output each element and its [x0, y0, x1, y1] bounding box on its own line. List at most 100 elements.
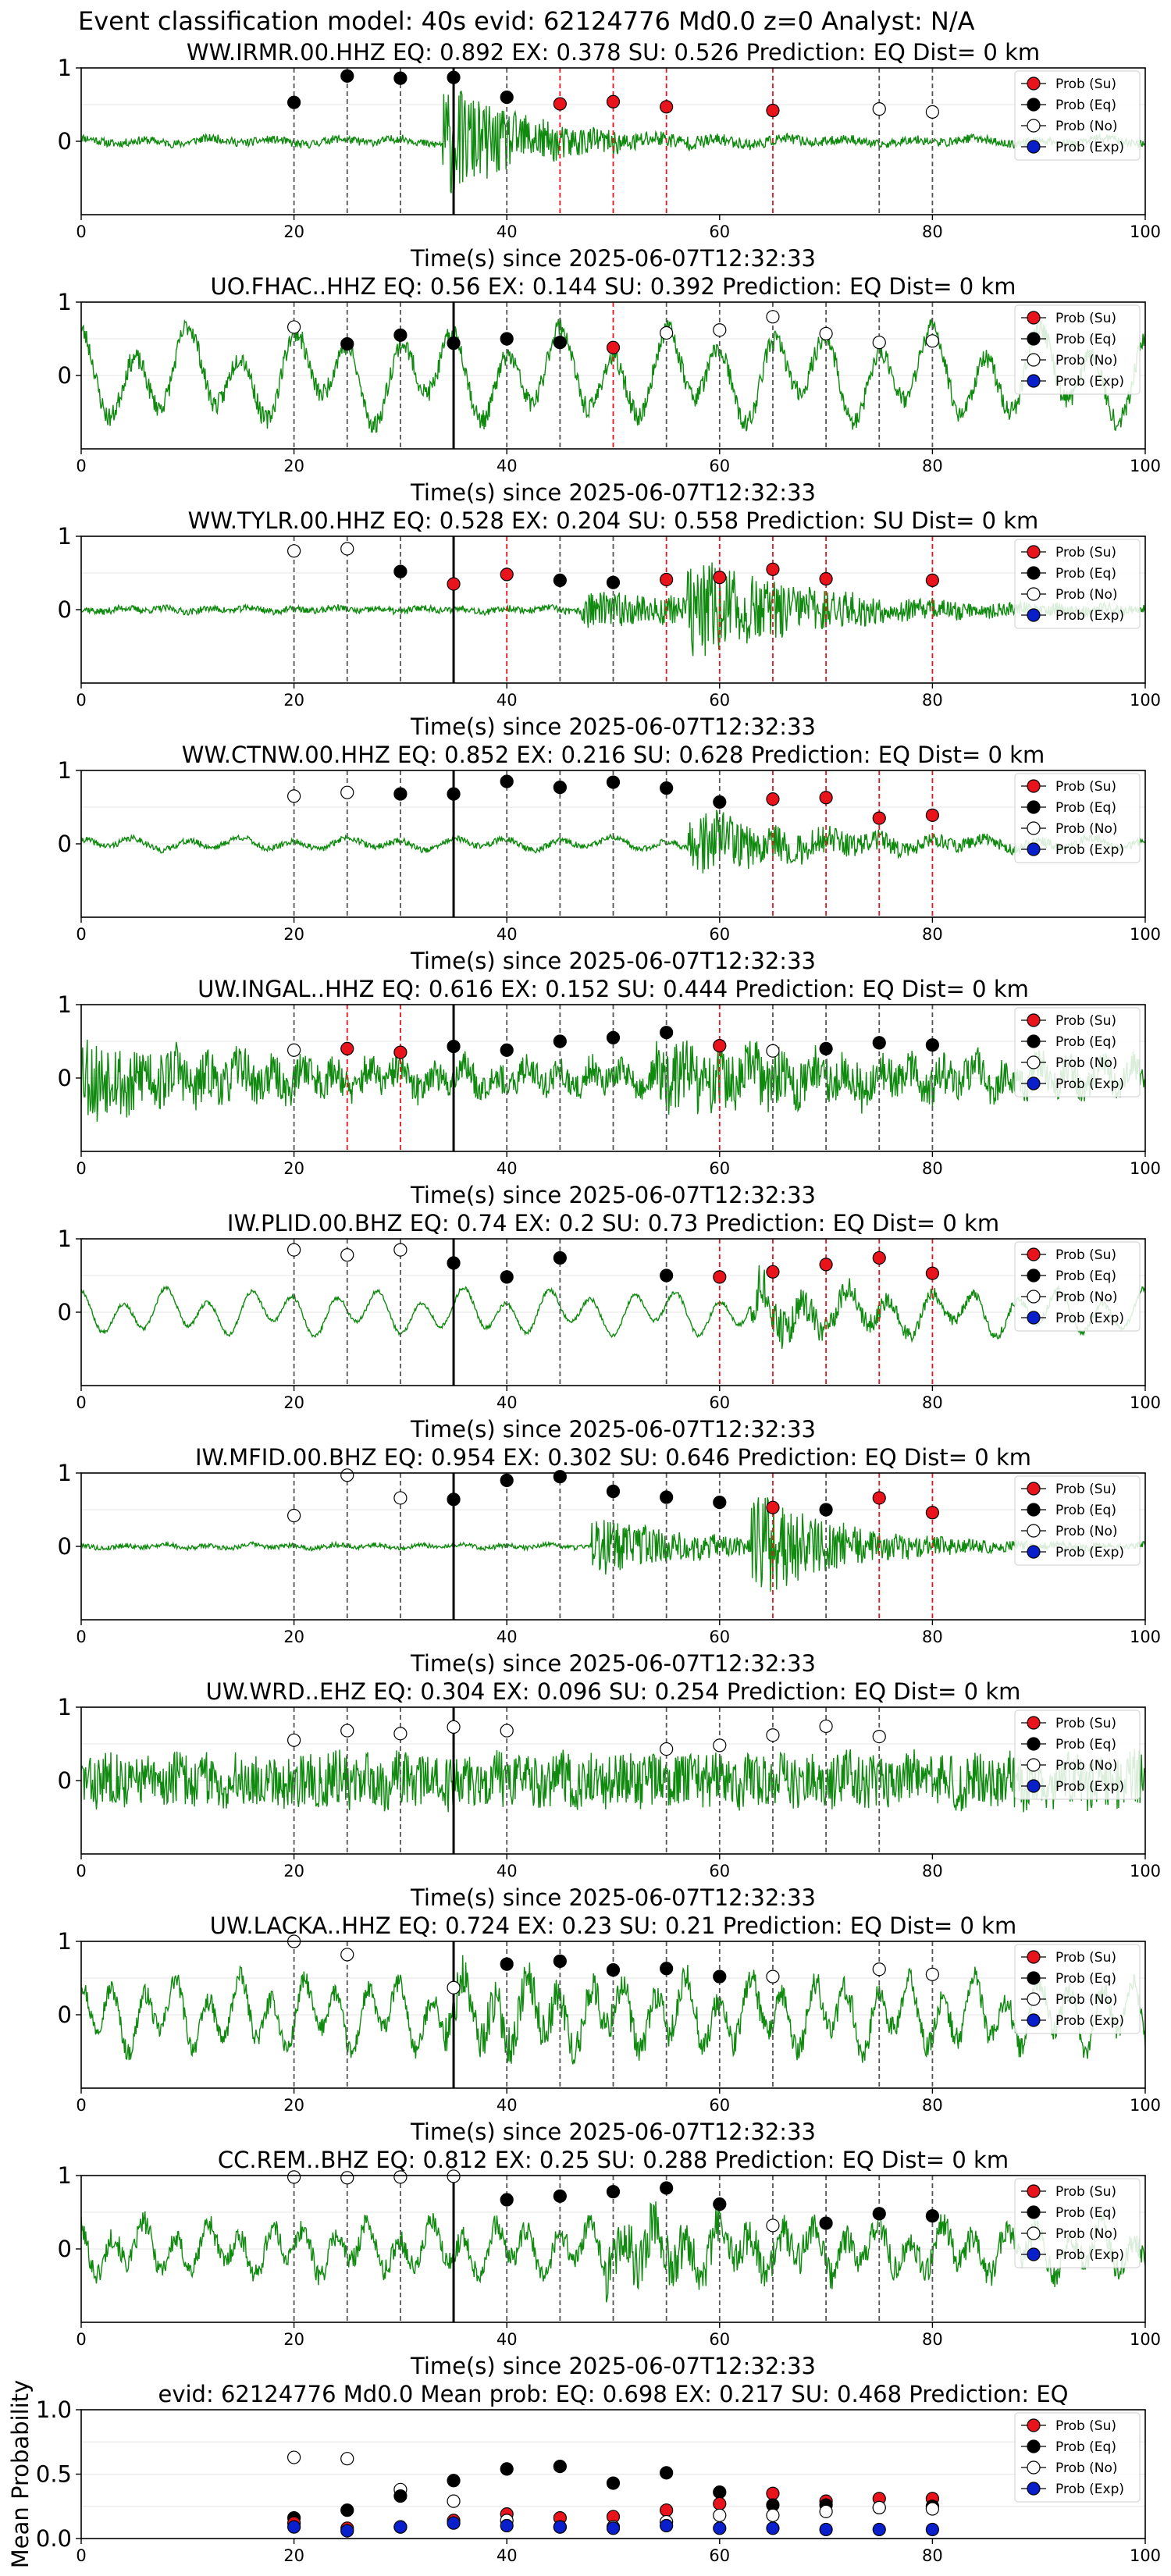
legend-marker-eq: [1027, 332, 1041, 346]
x-tick-label: 40: [497, 691, 518, 710]
legend-label: Prob (No): [1055, 587, 1118, 603]
panel-title: UO.FHAC..HHZ EQ: 0.56 EX: 0.144 SU: 0.39…: [210, 273, 1016, 300]
prob-marker-no: [925, 105, 940, 119]
x-tick-label: 100: [1130, 1393, 1161, 1412]
prob-marker-eq: [553, 2460, 567, 2474]
prob-marker-su: [713, 2496, 727, 2511]
x-tick-label: 0: [76, 1393, 86, 1412]
prob-marker-no: [287, 2450, 301, 2464]
legend-label: Prob (Exp): [1055, 2482, 1124, 2497]
legend-marker-no: [1027, 821, 1041, 835]
prob-marker-no: [872, 336, 886, 350]
prob-marker-eq: [553, 2189, 567, 2203]
prob-marker-su: [500, 568, 514, 582]
legend: Prob (Su) Prob (Eq) Prob (No) Prob (Exp): [1014, 1710, 1141, 1800]
prob-marker-su: [713, 1039, 727, 1053]
prob-marker-no: [447, 1720, 461, 1734]
legend-marker-su: [1027, 1716, 1041, 1730]
x-tick-label: 60: [709, 457, 730, 475]
legend-marker-eq: [1027, 800, 1041, 814]
x-tick-label: 100: [1130, 1159, 1161, 1178]
y-tick-label: 0: [58, 1299, 72, 1325]
prob-marker-eq: [447, 1256, 461, 1270]
x-tick-label: 20: [283, 2546, 304, 2565]
legend-label: Prob (Exp): [1055, 1779, 1124, 1795]
x-tick-label: 0: [76, 222, 86, 241]
legend-box: [1014, 539, 1141, 629]
prob-marker-su: [925, 808, 940, 822]
prob-marker-eq: [447, 1039, 461, 1054]
prob-marker-eq: [553, 1954, 567, 1968]
legend-marker-no: [1027, 1055, 1041, 1069]
prob-marker-no: [925, 334, 940, 348]
legend-box: [1014, 304, 1141, 395]
x-tick-label: 20: [283, 2096, 304, 2115]
prob-marker-no: [340, 1248, 354, 1262]
prob-marker-no: [819, 2504, 833, 2518]
prob-marker-eq: [713, 1495, 727, 1510]
legend-marker-eq: [1027, 1737, 1041, 1751]
prob-marker-eq: [819, 2216, 833, 2230]
legend-marker-eq: [1027, 1971, 1041, 1985]
prob-marker-eq: [447, 787, 461, 801]
prob-marker-eq: [606, 2476, 621, 2490]
prob-marker-eq: [660, 781, 674, 795]
x-tick-label: 60: [709, 2330, 730, 2349]
legend-marker-su: [1027, 1950, 1041, 1964]
prob-marker-eq: [872, 2207, 886, 2221]
legend-box: [1014, 1944, 1141, 2034]
panel-title: WW.CTNW.00.HHZ EQ: 0.852 EX: 0.216 SU: 0…: [182, 742, 1045, 768]
x-tick-label: 20: [283, 457, 304, 475]
legend-marker-su: [1027, 2418, 1041, 2432]
prob-marker-no: [819, 326, 833, 341]
prob-marker-eq: [606, 1484, 621, 1499]
legend-label: Prob (No): [1055, 119, 1118, 134]
prob-marker-exp: [447, 2516, 461, 2530]
y-tick-label: 1: [58, 1460, 72, 1486]
legend-marker-no: [1027, 2460, 1041, 2475]
prob-marker-eq: [606, 1030, 621, 1044]
y-tick-label: 1: [58, 2162, 72, 2189]
legend-label: Prob (Eq): [1055, 332, 1116, 347]
prob-marker-eq: [500, 2193, 514, 2207]
legend-marker-no: [1027, 1992, 1041, 2006]
legend: Prob (Su) Prob (Eq) Prob (No) Prob (Exp): [1014, 1241, 1141, 1332]
panel-title: evid: 62124776 Md0.0 Mean prob: EQ: 0.69…: [158, 2381, 1069, 2407]
panel-5: UW.INGAL..HHZ EQ: 0.616 EX: 0.152 SU: 0.…: [58, 976, 1162, 1208]
prob-marker-eq: [660, 1268, 674, 1283]
prob-marker-eq: [925, 2209, 940, 2223]
prob-marker-su: [713, 571, 727, 585]
prob-marker-eq: [393, 2489, 408, 2503]
legend-label: Prob (Exp): [1055, 842, 1124, 858]
prob-marker-no: [819, 1719, 833, 1734]
prob-marker-eq: [340, 336, 354, 351]
prob-marker-su: [872, 811, 886, 825]
x-tick-label: 80: [922, 457, 943, 475]
x-tick-label: 20: [283, 2330, 304, 2349]
x-tick-label: 80: [922, 691, 943, 710]
legend-label: Prob (No): [1055, 1524, 1118, 1539]
prob-marker-su: [819, 791, 833, 805]
legend-marker-su: [1027, 545, 1041, 559]
prob-marker-no: [872, 2500, 886, 2514]
x-tick-label: 20: [283, 925, 304, 944]
legend-label: Prob (Exp): [1055, 1076, 1124, 1092]
legend-marker-su: [1027, 779, 1041, 793]
legend-label: Prob (No): [1055, 821, 1118, 837]
prob-marker-eq: [447, 70, 461, 84]
prob-marker-no: [393, 1491, 408, 1505]
legend-marker-su: [1027, 1247, 1041, 1261]
legend-label: Prob (Su): [1055, 1482, 1116, 1497]
legend-marker-exp: [1027, 1779, 1041, 1793]
prob-marker-no: [766, 310, 780, 324]
legend-box: [1014, 1241, 1141, 1332]
panel-2: UO.FHAC..HHZ EQ: 0.56 EX: 0.144 SU: 0.39…: [58, 273, 1162, 506]
prob-marker-eq: [872, 1036, 886, 1050]
panel-title: UW.WRD..EHZ EQ: 0.304 EX: 0.096 SU: 0.25…: [206, 1678, 1021, 1705]
legend-label: Prob (No): [1055, 2460, 1118, 2476]
waveform-trace: [81, 809, 1145, 873]
prob-marker-eq: [340, 2503, 354, 2517]
legend-marker-eq: [1027, 2439, 1041, 2453]
legend: Prob (Su) Prob (Eq) Prob (No) Prob (Exp): [1014, 1944, 1141, 2034]
